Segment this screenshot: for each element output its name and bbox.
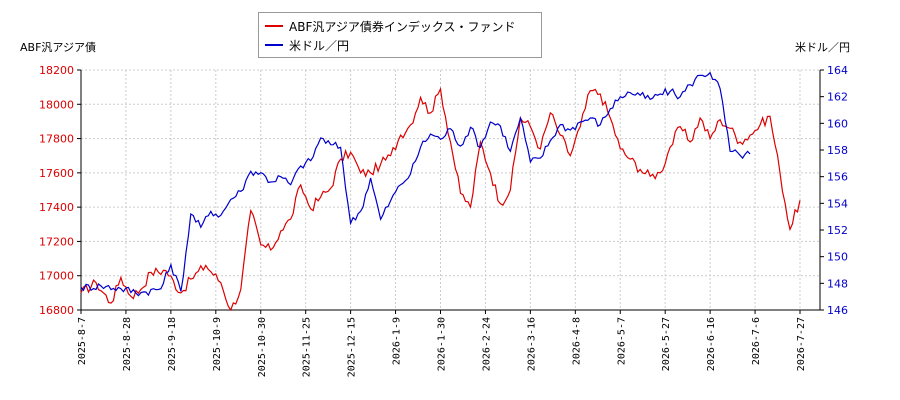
x-tick-label: 2026-6-16 bbox=[706, 317, 717, 371]
legend-swatch-fund bbox=[265, 25, 283, 27]
legend-item-fund: ABF汎アジア債券インデックス・ファンド bbox=[265, 17, 516, 35]
right-axis-title: 米ドル／円 bbox=[795, 41, 850, 54]
x-tick-label: 2026-7-27 bbox=[796, 317, 807, 371]
right-tick-label: 150 bbox=[827, 251, 848, 264]
right-tick-label: 156 bbox=[827, 171, 848, 184]
legend-item-usdjpy: 米ドル／円 bbox=[265, 36, 349, 54]
plot-area bbox=[81, 70, 820, 310]
x-tick-label: 2025-10-30 bbox=[257, 317, 268, 377]
left-tick-label: 17400 bbox=[39, 201, 74, 214]
x-tick-label: 2025-10-9 bbox=[212, 317, 223, 371]
x-tick-label: 2026-2-24 bbox=[481, 317, 492, 371]
right-tick-label: 152 bbox=[827, 224, 848, 237]
legend-swatch-usdjpy bbox=[265, 44, 283, 46]
x-tick-label: 2025-8-7 bbox=[77, 317, 88, 365]
legend-label-fund: ABF汎アジア債券インデックス・ファンド bbox=[289, 19, 516, 34]
left-tick-label: 18200 bbox=[39, 64, 74, 77]
series-line-fund bbox=[80, 86, 801, 312]
x-tick-label: 2025-9-18 bbox=[167, 317, 178, 371]
x-tick-label: 2026-5-7 bbox=[616, 317, 627, 365]
x-tick-label: 2026-3-16 bbox=[526, 317, 537, 371]
right-tick-label: 164 bbox=[827, 64, 848, 77]
right-tick-label: 160 bbox=[827, 117, 848, 130]
left-tick-label: 17000 bbox=[39, 270, 74, 283]
right-tick-label: 162 bbox=[827, 91, 848, 104]
right-tick-label: 154 bbox=[827, 197, 848, 210]
x-tick-label: 2025-12-15 bbox=[347, 317, 358, 377]
x-tick-label: 2026-1-30 bbox=[437, 317, 448, 371]
x-tick-label: 2026-7-6 bbox=[751, 317, 762, 365]
x-tick-label: 2025-8-28 bbox=[122, 317, 133, 371]
left-tick-label: 17800 bbox=[39, 133, 74, 146]
left-tick-label: 17200 bbox=[39, 235, 74, 248]
left-tick-label: 16800 bbox=[39, 304, 74, 317]
legend: ABF汎アジア債券インデックス・ファンド 米ドル／円 bbox=[258, 12, 542, 58]
x-tick-label: 2026-5-27 bbox=[661, 317, 672, 371]
right-tick-label: 158 bbox=[827, 144, 848, 157]
legend-label-usdjpy: 米ドル／円 bbox=[289, 38, 350, 53]
left-tick-label: 18000 bbox=[39, 98, 74, 111]
x-tick-label: 2026-4-8 bbox=[571, 317, 582, 365]
right-tick-label: 148 bbox=[827, 277, 848, 290]
x-tick-label: 2026-1-9 bbox=[392, 317, 403, 365]
left-axis-title: ABF汎アジア債 bbox=[20, 41, 96, 54]
x-tick-label: 2025-11-25 bbox=[302, 317, 313, 377]
left-tick-label: 17600 bbox=[39, 167, 74, 180]
right-tick-label: 146 bbox=[827, 304, 848, 317]
series-line-usdjpy bbox=[80, 71, 751, 297]
